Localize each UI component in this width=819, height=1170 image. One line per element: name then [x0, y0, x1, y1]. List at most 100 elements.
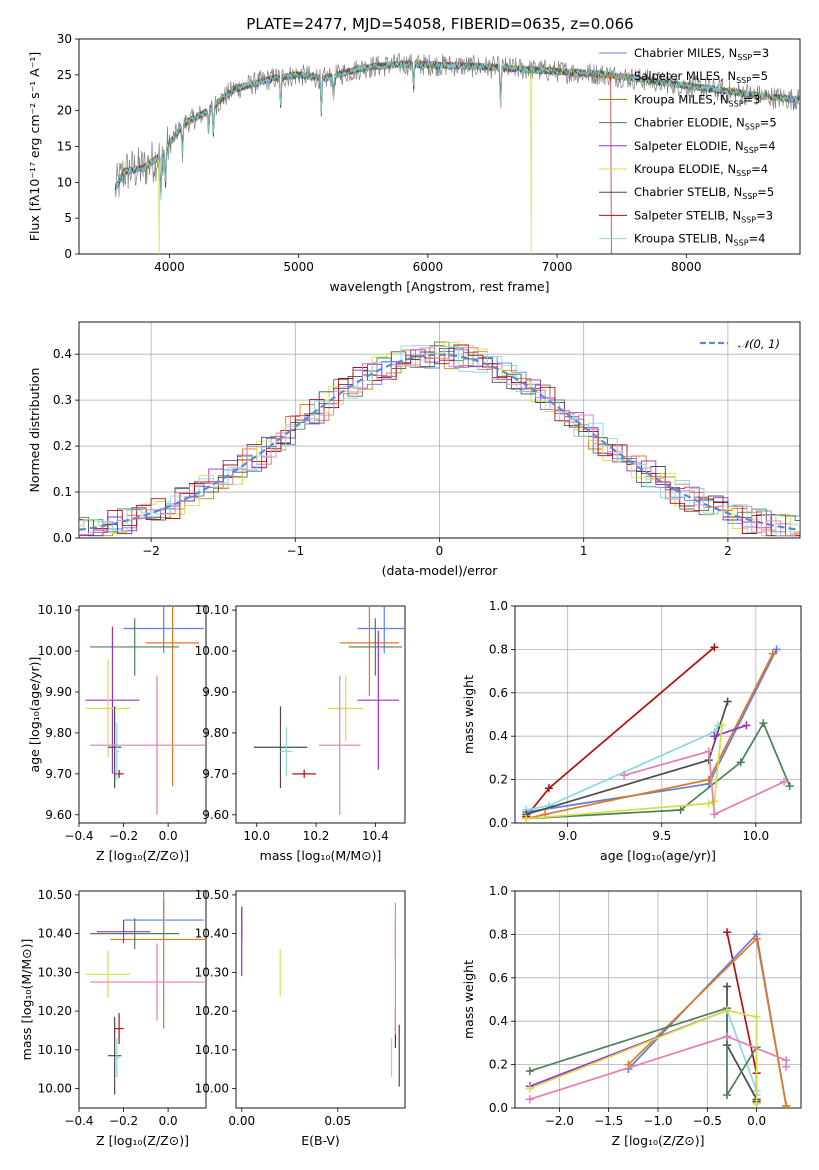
- weight-point-marker: [782, 1062, 791, 1071]
- y-tick-label: 25: [57, 68, 72, 82]
- x-axis-label: Z [log₁₀(Z/Z⊙)]: [96, 848, 189, 863]
- x-tick-label: 0.0: [159, 829, 178, 843]
- y-tick-label: 10.00: [38, 644, 72, 658]
- legend-entry-base: Chabrier STELIB, N: [634, 185, 742, 199]
- legend-entry-subscript: SSP: [734, 239, 749, 248]
- axes-mass_vs_Z: −0.4 −0.2 0.0 10.00 10.10 10.20 10.30 10.40 10.5…: [19, 888, 207, 1148]
- histogram-step-line: [79, 345, 800, 537]
- legend-entry-subscript: SSP: [745, 123, 760, 132]
- y-tick-label: 9.70: [45, 767, 72, 781]
- weight-series-line: [529, 1009, 758, 1104]
- legend-entry: Salpeter STELIB, NSSP=3: [634, 208, 773, 224]
- y-axis-label: mass [log₁₀(M/M⊙)]: [19, 939, 34, 1061]
- weight-series-line: [526, 724, 719, 811]
- weight-point-marker: [723, 697, 732, 706]
- weight-point-marker: [785, 782, 794, 791]
- axes-weight_vs_age: 9.0 9.5 10.0 0.0 0.2 0.4 0.6 0.8 1.0 age [log₁₀(a…: [461, 599, 802, 863]
- weight-series-line: [714, 724, 747, 738]
- weight-point-marker: [723, 1090, 732, 1099]
- weight-point-marker: [723, 1032, 732, 1041]
- x-tick-label: 0.00: [228, 1114, 255, 1128]
- weight-point-marker: [676, 805, 685, 814]
- histogram-step-line: [79, 345, 800, 537]
- y-tick-label: 9.70: [202, 767, 229, 781]
- legend-entry: Salpeter ELODIE, NSSP=4: [634, 139, 776, 155]
- axes-frame: [78, 38, 801, 255]
- y-tick-label: 0.4: [489, 1014, 508, 1028]
- x-axis-label: Z [log₁₀(Z/Z⊙)]: [96, 1133, 189, 1148]
- weight-point-marker: [525, 1067, 534, 1076]
- x-tick-label: 2: [724, 544, 732, 558]
- weight-point-marker: [736, 758, 745, 767]
- weight-point-marker: [710, 643, 719, 652]
- y-tick-label: 15: [57, 140, 72, 154]
- y-axis-label: age [log₁₀(age/yr)]: [27, 657, 42, 773]
- y-tick-label: 10.30: [195, 965, 229, 979]
- legend-entry-base: Kroupa ELODIE, N: [634, 162, 736, 176]
- y-tick-label: 0: [64, 247, 72, 261]
- y-tick-label: 10.40: [195, 927, 229, 941]
- y-tick-label: 0.8: [489, 927, 508, 941]
- weight-point-marker: [752, 1099, 761, 1108]
- weight-point-marker: [782, 1101, 791, 1108]
- weight-point-marker: [772, 645, 781, 654]
- x-tick-label: 0: [436, 544, 444, 558]
- x-tick-label: 9.0: [558, 829, 577, 843]
- y-tick-label: 0.2: [53, 439, 72, 453]
- legend-entry: Kroupa MILES, NSSP=3: [634, 92, 760, 108]
- y-tick-label: 20: [57, 104, 72, 118]
- x-tick-label: −1: [286, 544, 304, 558]
- x-tick-label: 9.5: [652, 829, 671, 843]
- y-tick-label: 9.80: [202, 726, 229, 740]
- y-tick-label: 1.0: [489, 599, 508, 613]
- y-tick-label: 10.50: [195, 888, 229, 902]
- axes-age_vs_mass: 10.0 10.2 10.4 9.60 9.70 9.80 9.90 10.00 10.10 ma…: [195, 603, 406, 863]
- y-tick-label: 10.00: [195, 644, 229, 658]
- legend-entry-subscript: SSP: [736, 76, 751, 85]
- spectrum-line-kroupa-stelib: [114, 60, 800, 200]
- y-tick-label: 5: [64, 211, 72, 225]
- legend-entry-base: Salpeter MILES, N: [634, 69, 736, 83]
- legend-entry-base: Kroupa STELIB, N: [634, 232, 734, 246]
- y-tick-label: 9.60: [202, 808, 229, 822]
- x-tick-label: 1: [580, 544, 588, 558]
- x-tick-label: −2: [142, 544, 160, 558]
- figure-title: PLATE=2477, MJD=54058, FIBERID=0635, z=0…: [246, 15, 633, 33]
- legend-entry-subscript: SSP: [741, 215, 756, 224]
- legend-entry-value: =4: [749, 232, 766, 246]
- legend-entry-subscript: SSP: [736, 169, 751, 178]
- y-tick-label: 10.10: [195, 603, 229, 617]
- x-tick-label: 7000: [542, 260, 573, 274]
- plot-area-spectrum: [114, 53, 800, 254]
- weight-point-marker: [723, 928, 732, 937]
- y-tick-label: 10.20: [38, 1004, 72, 1018]
- plot-area-weight_vs_Z: [525, 928, 791, 1108]
- axes-frame: [78, 890, 207, 1109]
- y-tick-label: 0.6: [489, 686, 508, 700]
- x-tick-label: 4000: [154, 260, 185, 274]
- y-tick-label: 9.90: [202, 685, 229, 699]
- y-tick-label: 10.10: [195, 1043, 229, 1057]
- y-tick-label: 10.20: [195, 1004, 229, 1018]
- x-tick-label: 10.0: [243, 829, 270, 843]
- plot-area-mass_vs_Z: [85, 891, 206, 1095]
- y-tick-label: 10: [57, 175, 72, 189]
- axes-weight_vs_Z: −2.0 −1.5 −1.0 −0.5 0.0 0.0 0.2 0.4 0.6 0.8 1.0 Z […: [461, 884, 802, 1148]
- x-tick-label: 0.0: [747, 1114, 766, 1128]
- x-axis-label: Z [log₁₀(Z/Z⊙)]: [612, 1133, 705, 1148]
- x-tick-label: −0.5: [693, 1114, 722, 1128]
- axes-frame: [78, 321, 801, 539]
- axes-age_vs_Z: −0.4 −0.2 0.0 9.60 9.70 9.80 9.90 10.00 10.10 Z […: [27, 603, 207, 863]
- y-axis-label: Normed distribution: [27, 368, 42, 493]
- legend-entry-value: =3: [756, 208, 773, 222]
- gaussian-curve: [79, 353, 800, 531]
- plots-layer: 4000 5000 6000 7000 8000051015202530waveleng…: [19, 32, 802, 1148]
- x-tick-label: 10.2: [303, 829, 330, 843]
- legend-entry-subscript: SSP: [729, 99, 744, 108]
- y-tick-label: 30: [57, 32, 72, 46]
- legend-entry-value: =3: [752, 46, 769, 60]
- weight-series-line: [526, 725, 723, 820]
- legend-entry-value: =4: [759, 139, 776, 153]
